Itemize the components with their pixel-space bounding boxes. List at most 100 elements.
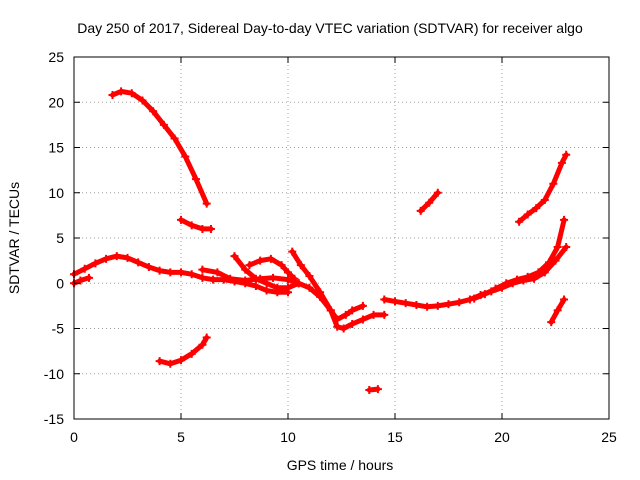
y-tick-label: 10 [48,185,64,201]
data-point [341,310,350,319]
data-point [273,283,282,292]
data-point [202,333,211,342]
data-points [70,87,571,395]
chart-title: Day 250 of 2017, Sidereal Day-to-day VTE… [77,20,583,36]
series-arc-14 [547,295,569,327]
data-point [348,306,357,315]
data-point [433,301,442,310]
data-point [144,262,153,271]
data-point [305,272,314,281]
data-point [502,279,511,288]
data-point [262,279,271,288]
data-point [166,268,175,277]
data-point [138,96,147,105]
data-point [241,276,250,285]
data-point [326,306,335,315]
series-arc-3 [108,87,211,208]
data-point [294,279,303,288]
data-point [491,284,500,293]
data-point [365,386,374,395]
data-point [187,270,196,279]
data-point [187,349,196,358]
data-point [213,268,222,277]
data-point [391,297,399,306]
y-tick-label: 25 [48,49,64,65]
x-ticks: 0 5 10 15 20 25 [70,57,617,445]
data-point [373,385,382,394]
data-point [369,310,378,319]
data-point [76,276,85,285]
data-point [545,258,554,267]
data-point [339,324,348,333]
series-arc-9 [288,247,389,333]
data-point [149,107,158,116]
data-point [316,288,325,297]
data-point [230,252,239,261]
y-ticks: -15 -10 -5 0 5 10 15 20 25 [44,49,609,427]
y-tick-label: -15 [44,411,64,427]
data-point [480,290,489,299]
data-point [284,283,292,292]
data-point [333,322,342,331]
data-point [198,265,207,274]
series-arc-12 [416,188,442,215]
data-point [358,301,367,310]
y-tick-label: 15 [48,140,64,156]
data-point [209,275,218,284]
data-point [91,259,100,268]
data-point [181,152,190,161]
data-point [562,150,571,159]
data-point [191,175,200,184]
data-point [284,268,292,277]
x-tick-label: 0 [70,429,78,445]
y-tick-label: 20 [48,94,64,110]
data-point [102,254,111,263]
data-point [401,299,410,308]
data-point [262,286,271,295]
data-point [134,258,143,267]
data-point [198,340,207,349]
data-point [470,294,479,303]
data-point [348,319,357,328]
data-point [562,243,571,252]
series-arc-11 [470,215,569,303]
series-arc-4 [177,215,215,233]
series-trace [110,88,210,207]
data-point [177,356,185,365]
grid [74,57,609,419]
y-tick-label: -5 [52,321,65,337]
y-tick-label: 0 [56,275,64,291]
y-axis-label: SDTVAR / TECUs [6,182,22,294]
data-point [380,310,389,319]
data-point [177,268,185,277]
data-point [108,91,117,100]
data-point [532,204,541,213]
data-point [251,274,260,283]
data-point [512,275,521,284]
x-tick-label: 5 [177,429,185,445]
data-point [251,281,260,290]
data-point [560,295,569,304]
data-point [245,261,254,270]
data-point [277,261,286,270]
x-tick-label: 15 [387,429,403,445]
series-trace [516,152,569,225]
x-tick-label: 20 [494,429,510,445]
data-point [127,89,136,98]
data-point [412,300,421,309]
data-point [159,120,168,129]
data-point [416,206,425,215]
data-point [288,247,297,256]
data-point [296,261,305,270]
data-point [540,195,549,204]
series-arc-13 [515,150,571,226]
data-point [187,221,196,230]
data-point [117,87,126,96]
data-point [523,210,532,219]
data-point [155,266,164,275]
data-point [112,252,121,261]
data-point [80,264,89,273]
data-point [256,256,265,265]
x-tick-label: 10 [280,429,296,445]
